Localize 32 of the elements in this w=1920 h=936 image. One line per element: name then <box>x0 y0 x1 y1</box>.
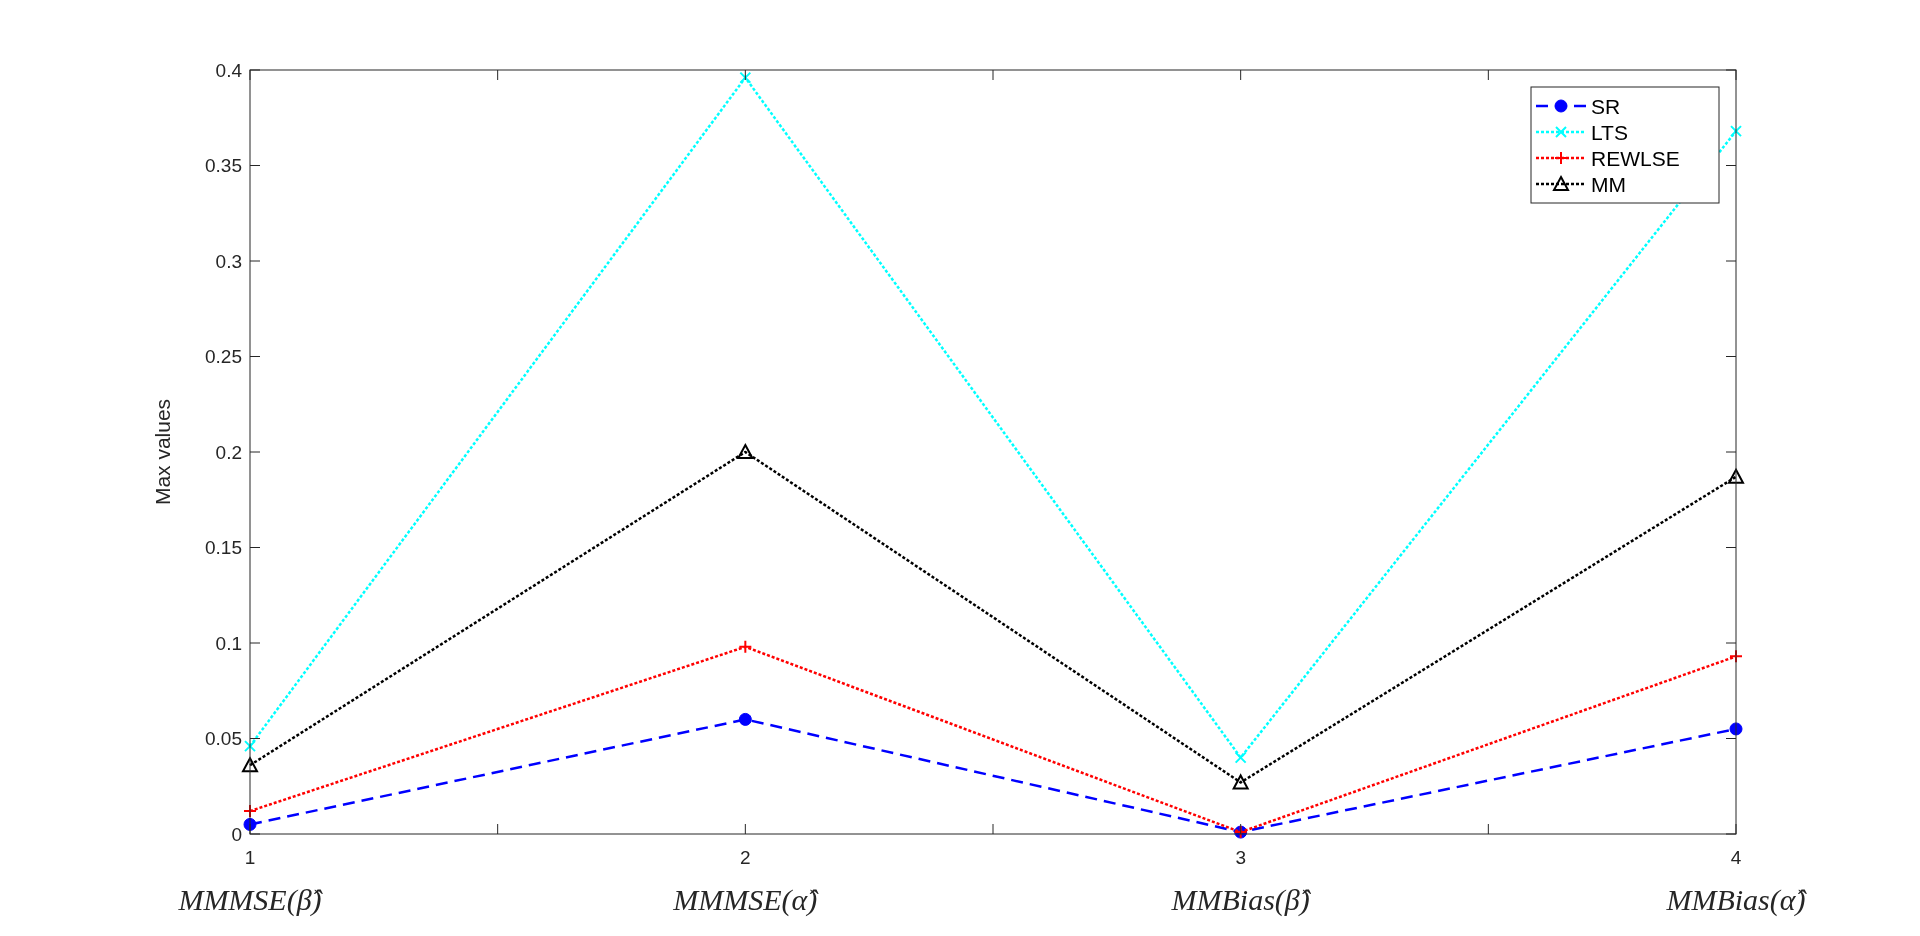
y-axis-title: Max values <box>151 398 174 506</box>
x-tick-label: 2 <box>740 847 751 868</box>
y-tick-label: 0.1 <box>215 632 242 654</box>
point <box>1232 774 1249 790</box>
point <box>1728 468 1744 484</box>
legend-label: MM <box>1591 172 1626 196</box>
point <box>1234 751 1247 764</box>
text: MMBias(α̂) <box>1665 883 1808 917</box>
y-tick-label: 0.4 <box>215 59 243 81</box>
text: MMBias(β̂) <box>1170 883 1312 917</box>
x-tick-label: 1 <box>244 847 256 868</box>
y-tick-label: 0.2 <box>215 441 242 463</box>
point <box>242 757 258 773</box>
y-tick-label: 0.3 <box>215 250 242 272</box>
point <box>739 71 752 84</box>
legend-label: REWLSE <box>1591 146 1680 170</box>
point <box>244 740 256 753</box>
point <box>738 712 752 726</box>
text: MMMSE(α̂) <box>672 883 820 917</box>
y-tick-label: 0.25 <box>205 346 242 367</box>
point <box>737 444 754 459</box>
x-tick-label: 4 <box>1730 847 1742 868</box>
legend-label: SR <box>1591 94 1621 118</box>
y-tick-label: 0.35 <box>205 155 242 176</box>
y-tick-label: 0.15 <box>205 537 242 558</box>
x-tick-label: 3 <box>1235 847 1246 868</box>
point <box>738 639 753 654</box>
point <box>1730 125 1742 138</box>
legend-label: LTS <box>1591 120 1628 144</box>
y-tick-label: 0.05 <box>205 728 242 749</box>
text: MMMSE(β̂) <box>177 883 324 917</box>
y-tick-label: 0 <box>231 823 242 845</box>
